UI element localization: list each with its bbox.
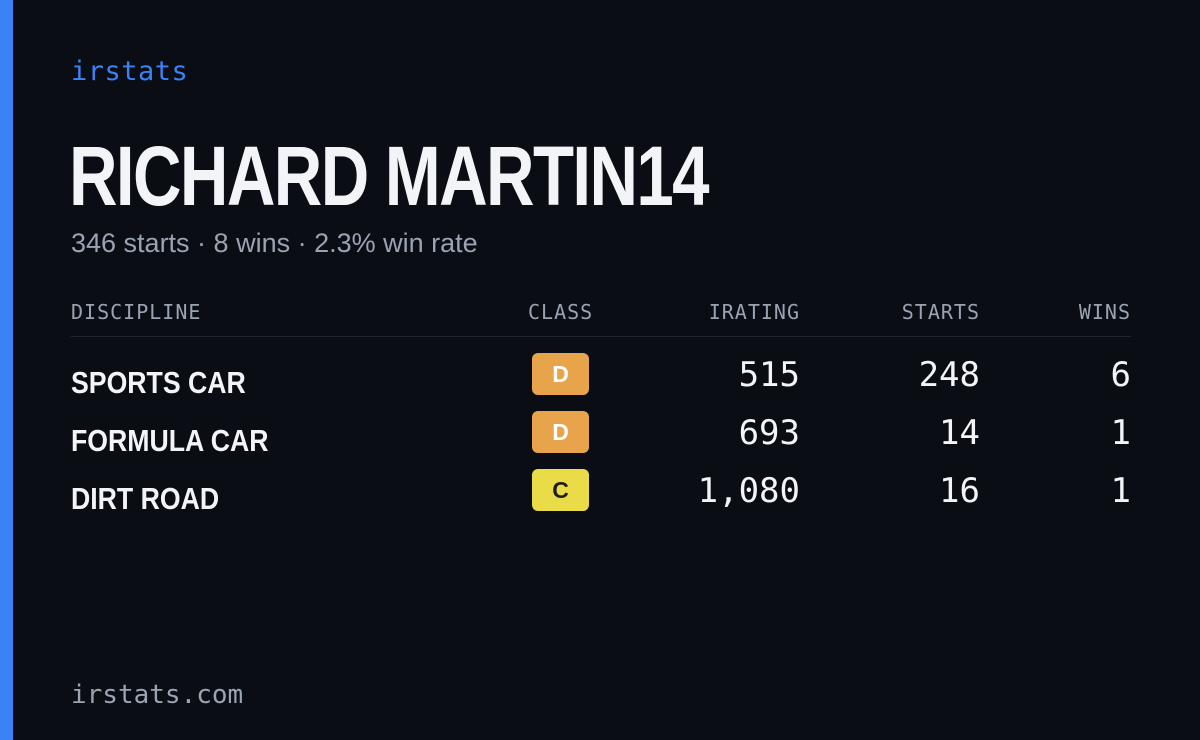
header-irating: IRATING [708,300,800,324]
table-row: FORMULA CAR D 693 14 1 [71,411,1131,469]
driver-name: RICHARD MARTIN14 [69,129,710,223]
wins-value: 1 [1110,471,1131,511]
accent-bar [0,0,13,740]
header-discipline: DISCIPLINE [71,300,202,324]
class-badge: C [532,469,589,511]
discipline-name: SPORTS CAR [71,365,246,400]
starts-value: 248 [918,355,980,395]
header-class: CLASS [528,300,594,324]
class-badge: D [532,411,589,453]
wins-value: 6 [1110,355,1131,395]
table-row: DIRT ROAD C 1,080 16 1 [71,469,1131,527]
brand-logo: irstats [71,56,189,87]
irating-value: 1,080 [697,471,800,511]
starts-value: 14 [939,413,980,453]
table-body: SPORTS CAR D 515 248 6 FORMULA CAR D 693… [71,353,1131,527]
footer-url: irstats.com [71,680,244,710]
header-wins: WINS [1078,300,1131,324]
irating-value: 693 [738,413,800,453]
header-starts: STARTS [901,300,980,324]
table-row: SPORTS CAR D 515 248 6 [71,353,1131,411]
driver-summary: 346 starts · 8 wins · 2.3% win rate [71,228,478,258]
discipline-name: FORMULA CAR [71,423,269,458]
irating-value: 515 [738,355,800,395]
starts-value: 16 [939,471,980,511]
discipline-name: DIRT ROAD [71,481,220,516]
class-badge: D [532,353,589,395]
wins-value: 1 [1110,413,1131,453]
discipline-table: DISCIPLINE CLASS IRATING STARTS WINS SPO… [71,298,1131,527]
table-header: DISCIPLINE CLASS IRATING STARTS WINS [71,298,1131,337]
